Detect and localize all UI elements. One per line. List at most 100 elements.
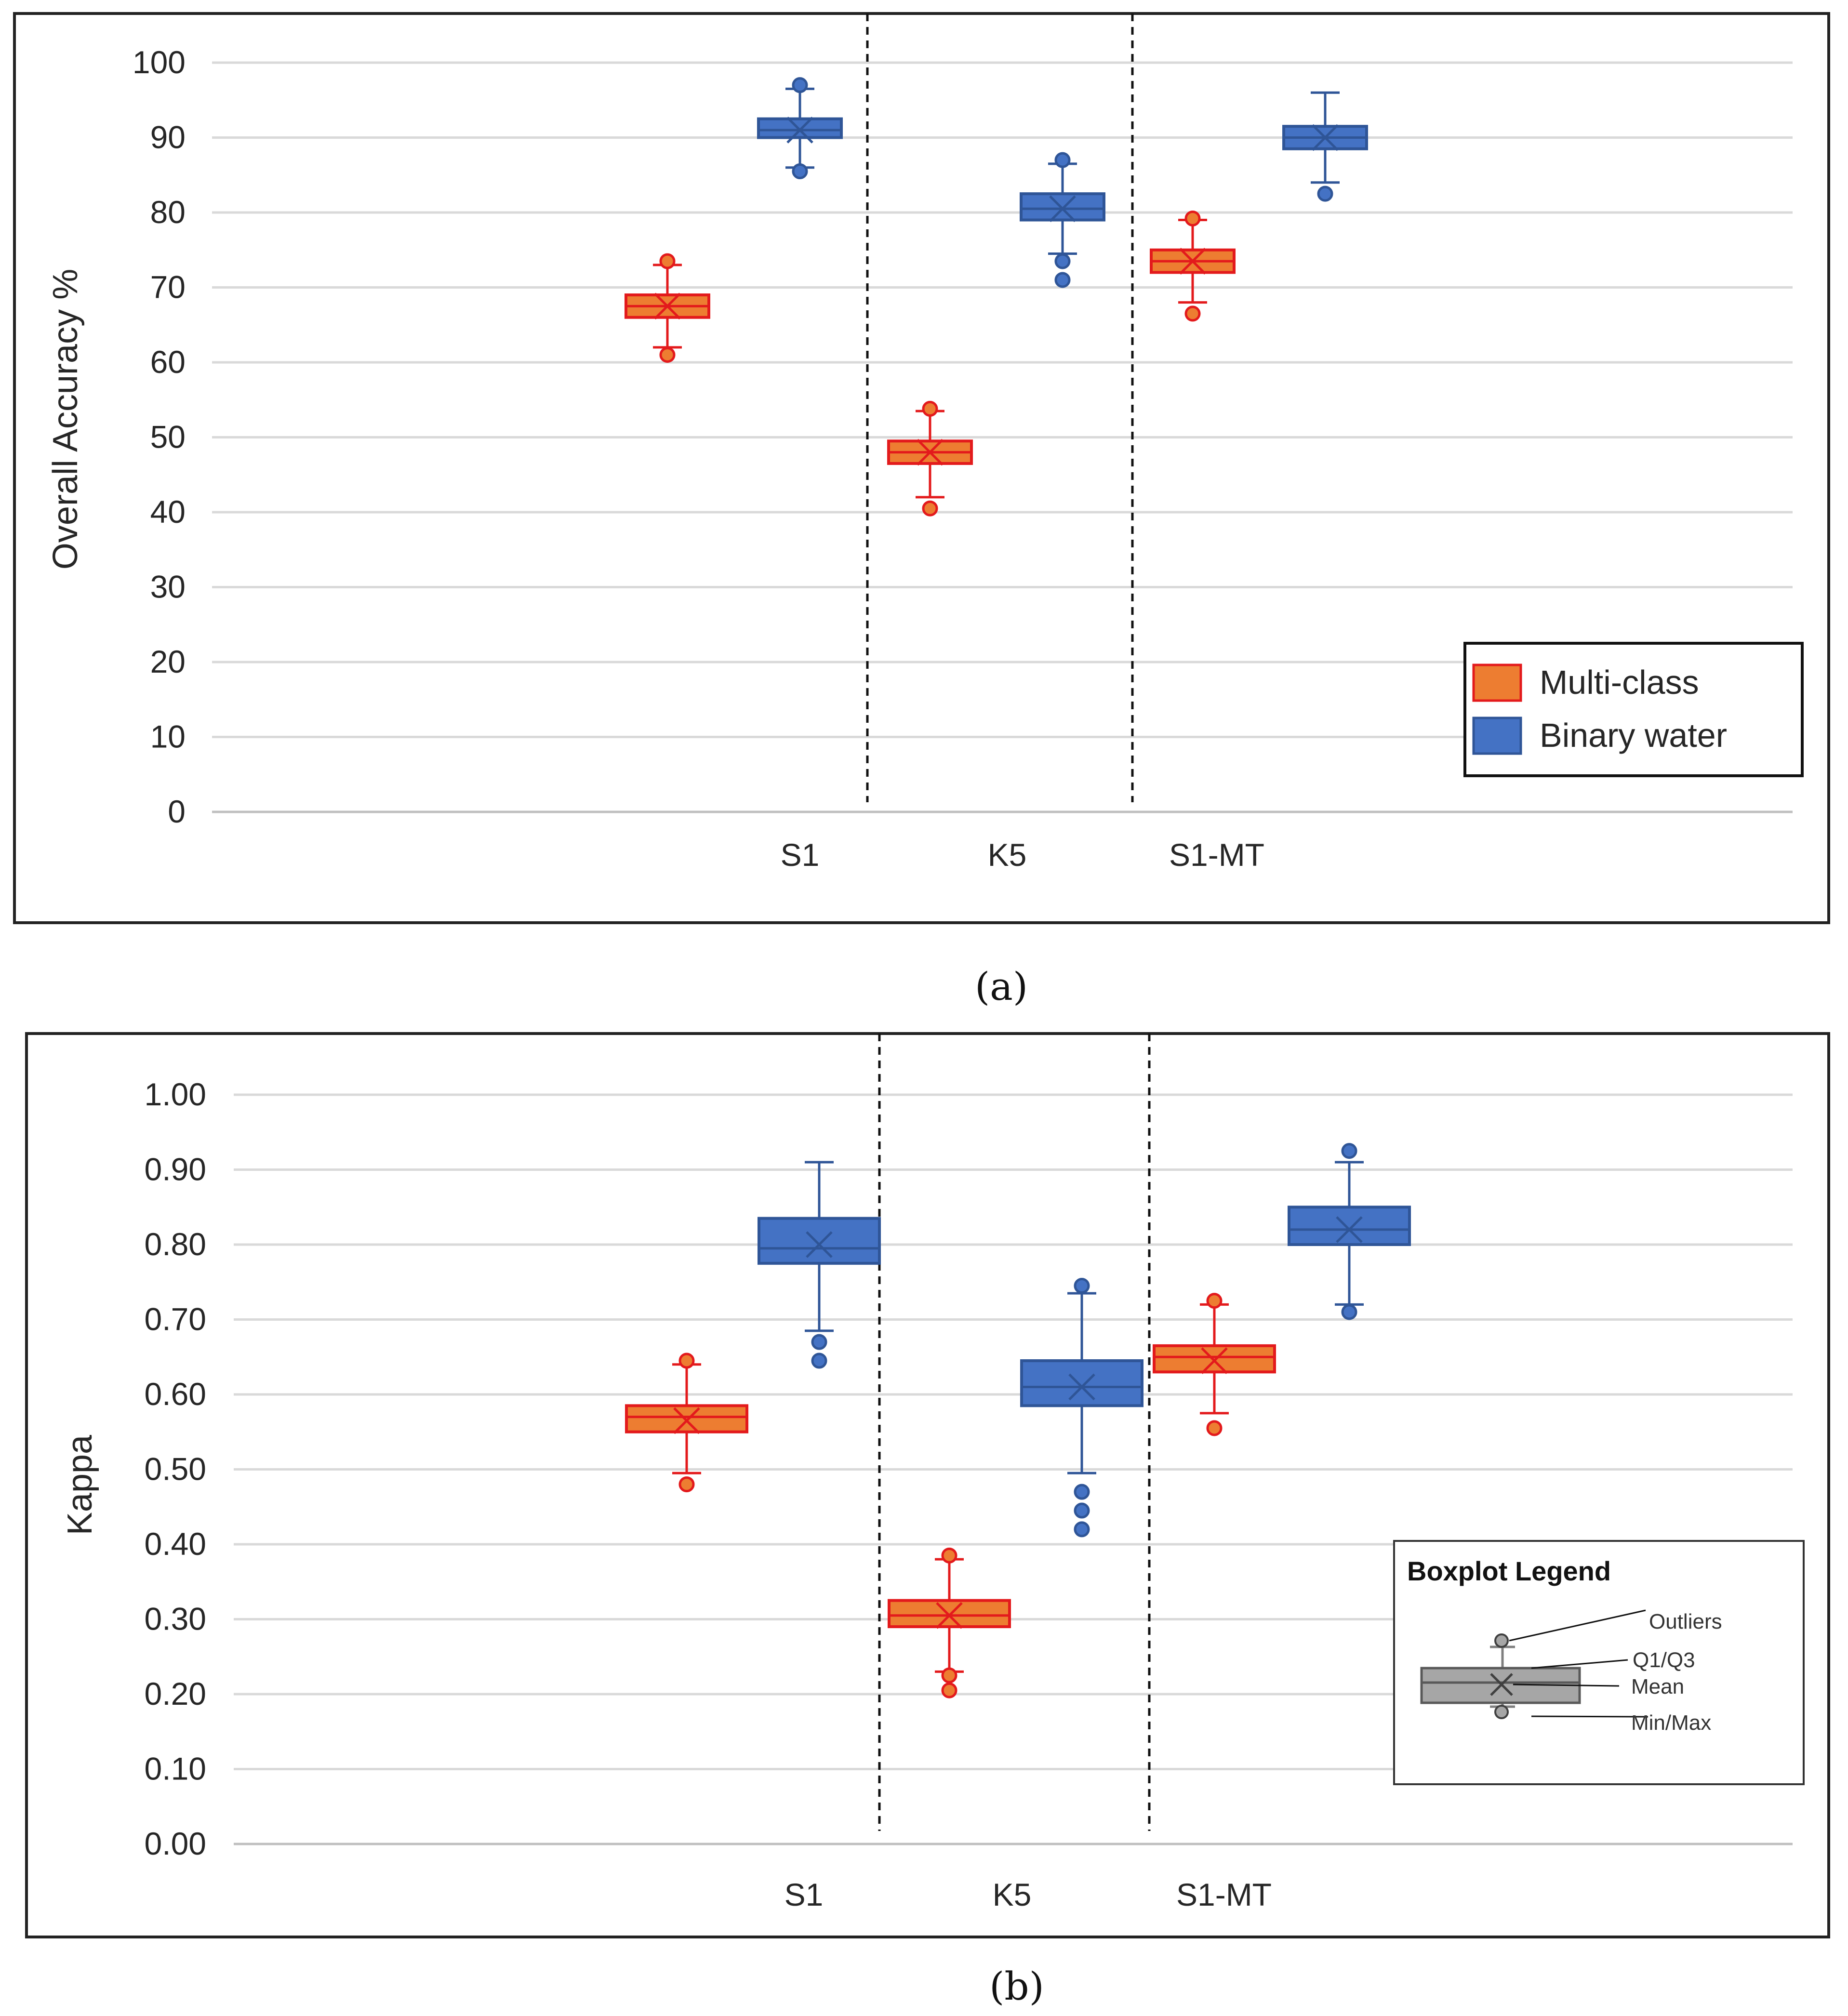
boxplot-multi-s1 xyxy=(625,1353,748,1493)
boxplot-multi-s1-mt xyxy=(1150,210,1236,322)
boxplot-binary-s1-mt xyxy=(1288,1143,1411,1320)
outlier-point xyxy=(659,253,676,269)
y-axis-label-a: Overall Accuracy % xyxy=(46,269,85,570)
boxplot-multi-k5 xyxy=(887,400,973,517)
boxplot-binary-k5 xyxy=(1020,152,1105,288)
outlier-point xyxy=(941,1667,957,1684)
arrow-outliers xyxy=(1509,1609,1646,1642)
y-ticks-a: 0 10 20 30 40 50 60 70 80 90 100 xyxy=(133,44,186,829)
iqr-box xyxy=(1020,1359,1143,1407)
caption-b: (b) xyxy=(989,1964,1044,2009)
y-tick-label: 0.00 xyxy=(145,1826,206,1861)
y-tick-label: 10 xyxy=(150,719,186,755)
category-label-k5-b: K5 xyxy=(993,1877,1032,1912)
series-legend: Multi-class Binary water xyxy=(1463,642,1804,777)
legend-label-outliers: Outliers xyxy=(1649,1610,1722,1633)
boxplot-multi-s1 xyxy=(625,253,710,363)
mean-marker xyxy=(1312,124,1339,151)
boxplot-binary-s1-mt xyxy=(1282,91,1368,202)
y-ticks-b: 0.00 0.10 0.20 0.30 0.40 0.50 0.60 0.70 0.80 0.90… xyxy=(145,1076,206,1861)
y-tick-label: 20 xyxy=(150,644,186,679)
mean-marker xyxy=(936,1602,963,1629)
mean-marker xyxy=(806,1231,833,1258)
outlier-point xyxy=(1184,305,1201,322)
outlier-point xyxy=(792,163,808,179)
legend-outlier-top xyxy=(1494,1633,1509,1648)
y-tick-label: 50 xyxy=(150,419,186,455)
arrow-q1q3 xyxy=(1531,1659,1628,1669)
boxes-a xyxy=(625,77,1368,517)
y-tick-label: 60 xyxy=(150,344,186,380)
boxplot-multi-k5 xyxy=(888,1547,1011,1698)
y-tick-label: 0.80 xyxy=(145,1226,206,1262)
y-tick-label: 0.60 xyxy=(145,1376,206,1412)
mean-marker xyxy=(654,292,681,320)
outlier-point xyxy=(811,1353,827,1369)
outlier-point xyxy=(922,400,938,417)
outlier-point xyxy=(792,77,808,93)
y-axis-label-b: Kappa xyxy=(61,1434,99,1535)
y-tick-label: 0.50 xyxy=(145,1451,206,1487)
outlier-point xyxy=(1341,1143,1357,1159)
outlier-point xyxy=(1206,1420,1223,1436)
y-tick-label: 40 xyxy=(150,494,186,530)
y-tick-label: 0.90 xyxy=(145,1152,206,1187)
outlier-point xyxy=(1054,253,1071,269)
iqr-box xyxy=(758,1217,881,1265)
outlier-point xyxy=(922,500,938,517)
legend-label-minmax: Min/Max xyxy=(1631,1711,1711,1735)
mean-marker xyxy=(1068,1373,1095,1401)
y-tick-label: 0.40 xyxy=(145,1526,206,1562)
arrow-minmax xyxy=(1531,1715,1649,1718)
category-label-s1-a: S1 xyxy=(781,837,820,873)
outlier-point xyxy=(1206,1293,1223,1309)
legend-label-multi: Multi-class xyxy=(1540,663,1699,701)
iqr-box xyxy=(1020,192,1105,222)
mean-marker xyxy=(673,1407,700,1434)
outlier-point xyxy=(1074,1521,1090,1538)
boxes-b xyxy=(625,1143,1411,1698)
legend-label-binary: Binary water xyxy=(1540,716,1727,754)
outlier-point xyxy=(678,1476,695,1493)
legend-label-q1q3: Q1/Q3 xyxy=(1633,1648,1695,1672)
y-tick-label: 30 xyxy=(150,569,186,605)
y-tick-label: 0.20 xyxy=(145,1676,206,1711)
panel-b: 0.00 0.10 0.20 0.30 0.40 0.50 0.60 0.70 0.80 0.90… xyxy=(25,1032,1830,1938)
y-tick-label: 80 xyxy=(150,194,186,230)
legend-label-mean: Mean xyxy=(1631,1675,1684,1698)
boxplot-binary-s1 xyxy=(758,1161,881,1369)
outlier-point xyxy=(1054,272,1071,288)
grid-a xyxy=(212,61,1793,813)
y-tick-label: 100 xyxy=(133,44,186,80)
y-tick-label: 0 xyxy=(168,794,186,829)
outlier-point xyxy=(1054,152,1071,168)
arrow-mean xyxy=(1513,1684,1620,1687)
legend-mean-x2 xyxy=(1490,1673,1513,1696)
grid-b xyxy=(234,1093,1793,1845)
y-tick-label: 90 xyxy=(150,119,186,155)
mean-marker xyxy=(1336,1216,1363,1243)
iqr-box xyxy=(757,117,843,139)
outlier-point xyxy=(1341,1304,1357,1320)
boxplot-legend: Boxplot Legend Outliers Q1/Q3 Mean Min/M… xyxy=(1393,1540,1805,1785)
outlier-point xyxy=(678,1353,695,1369)
legend-swatch-binary xyxy=(1472,716,1522,755)
outlier-point xyxy=(1074,1484,1090,1500)
outlier-point xyxy=(811,1334,827,1350)
mean-marker xyxy=(1201,1347,1228,1374)
iqr-box xyxy=(1153,1344,1276,1374)
outlier-point xyxy=(941,1682,957,1698)
y-tick-label: 0.10 xyxy=(145,1751,206,1787)
category-label-s1-b: S1 xyxy=(784,1877,824,1912)
boxplot-multi-s1-mt xyxy=(1153,1293,1276,1436)
iqr-box xyxy=(1288,1206,1411,1246)
iqr-box xyxy=(888,1599,1011,1629)
y-tick-label: 70 xyxy=(150,269,186,305)
boxplot-legend-title: Boxplot Legend xyxy=(1407,1556,1611,1586)
y-tick-label: 0.30 xyxy=(145,1601,206,1637)
mean-marker xyxy=(917,438,944,466)
legend-outlier-bottom xyxy=(1494,1705,1509,1719)
boxplot-binary-k5 xyxy=(1020,1278,1143,1538)
mean-marker xyxy=(1049,195,1076,222)
